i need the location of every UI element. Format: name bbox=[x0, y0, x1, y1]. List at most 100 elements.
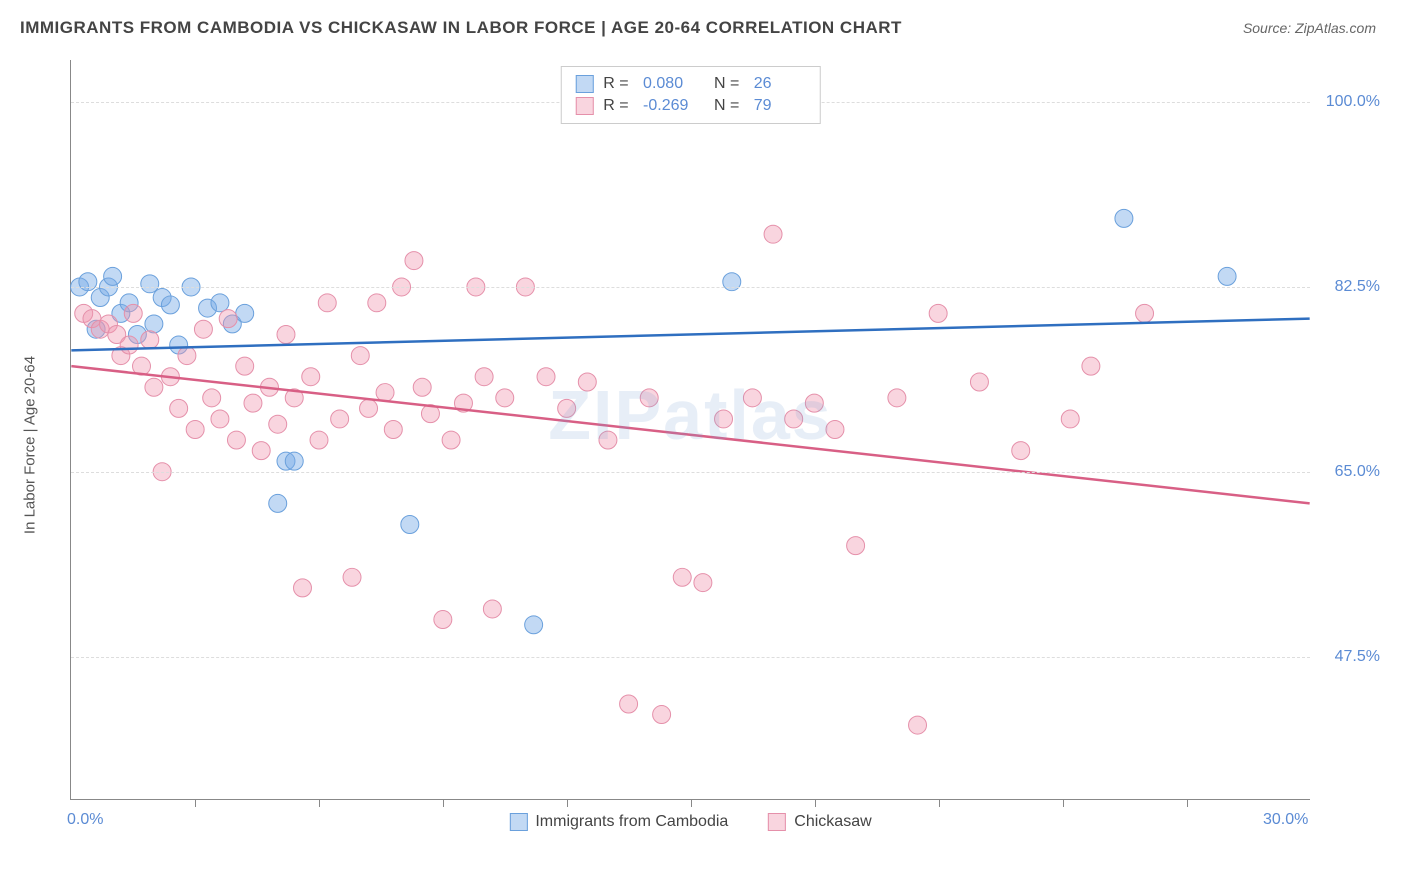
data-point-chickasaw bbox=[1136, 304, 1154, 322]
stats-row-chickasaw: R = -0.269 N = 79 bbox=[575, 95, 805, 117]
data-point-chickasaw bbox=[483, 600, 501, 618]
data-point-chickasaw bbox=[826, 421, 844, 439]
data-point-chickasaw bbox=[888, 389, 906, 407]
data-point-chickasaw bbox=[294, 579, 312, 597]
data-point-chickasaw bbox=[145, 378, 163, 396]
data-point-chickasaw bbox=[599, 431, 617, 449]
trend-line-chickasaw bbox=[71, 366, 1309, 503]
data-point-chickasaw bbox=[351, 347, 369, 365]
swatch-cambodia bbox=[575, 75, 593, 93]
xtick bbox=[1187, 799, 1188, 807]
data-point-chickasaw bbox=[236, 357, 254, 375]
data-point-chickasaw bbox=[929, 304, 947, 322]
data-point-chickasaw bbox=[318, 294, 336, 312]
data-point-chickasaw bbox=[715, 410, 733, 428]
data-point-cambodia bbox=[211, 294, 229, 312]
data-point-chickasaw bbox=[743, 389, 761, 407]
data-point-chickasaw bbox=[331, 410, 349, 428]
data-point-chickasaw bbox=[673, 568, 691, 586]
ytick-label: 100.0% bbox=[1320, 93, 1380, 111]
data-point-cambodia bbox=[1115, 209, 1133, 227]
legend-label-chickasaw: Chickasaw bbox=[794, 813, 871, 831]
chart-container: In Labor Force | Age 20-64 ZIPatlas R = … bbox=[50, 60, 1370, 830]
data-point-chickasaw bbox=[211, 410, 229, 428]
stats-row-cambodia: R = 0.080 N = 26 bbox=[575, 73, 805, 95]
data-point-chickasaw bbox=[558, 399, 576, 417]
data-point-chickasaw bbox=[1012, 442, 1030, 460]
data-point-chickasaw bbox=[120, 336, 138, 354]
data-point-chickasaw bbox=[909, 716, 927, 734]
data-point-chickasaw bbox=[343, 568, 361, 586]
data-point-chickasaw bbox=[970, 373, 988, 391]
r-label: R = bbox=[603, 97, 633, 115]
swatch-chickasaw bbox=[575, 97, 593, 115]
n-value-chickasaw: 79 bbox=[754, 97, 806, 115]
scatter-svg bbox=[71, 60, 1310, 799]
data-point-chickasaw bbox=[384, 421, 402, 439]
data-point-cambodia bbox=[161, 296, 179, 314]
data-point-chickasaw bbox=[1061, 410, 1079, 428]
data-point-chickasaw bbox=[785, 410, 803, 428]
data-point-chickasaw bbox=[405, 252, 423, 270]
data-point-chickasaw bbox=[413, 378, 431, 396]
data-point-chickasaw bbox=[764, 225, 782, 243]
gridline-horizontal bbox=[71, 472, 1310, 473]
data-point-chickasaw bbox=[442, 431, 460, 449]
data-point-chickasaw bbox=[124, 304, 142, 322]
data-point-cambodia bbox=[145, 315, 163, 333]
swatch-cambodia bbox=[509, 813, 527, 831]
xtick bbox=[319, 799, 320, 807]
source-label: Source: bbox=[1243, 20, 1295, 36]
source-attribution: Source: ZipAtlas.com bbox=[1243, 20, 1376, 36]
data-point-chickasaw bbox=[805, 394, 823, 412]
data-point-cambodia bbox=[141, 275, 159, 293]
xtick bbox=[443, 799, 444, 807]
data-point-chickasaw bbox=[178, 347, 196, 365]
trend-line-cambodia bbox=[71, 319, 1309, 351]
data-point-cambodia bbox=[236, 304, 254, 322]
xtick-label: 30.0% bbox=[1263, 811, 1308, 829]
data-point-chickasaw bbox=[847, 537, 865, 555]
data-point-chickasaw bbox=[620, 695, 638, 713]
legend-item-chickasaw: Chickasaw bbox=[768, 813, 871, 831]
legend-label-cambodia: Immigrants from Cambodia bbox=[535, 813, 728, 831]
xtick bbox=[691, 799, 692, 807]
gridline-horizontal bbox=[71, 657, 1310, 658]
data-point-chickasaw bbox=[186, 421, 204, 439]
data-point-chickasaw bbox=[496, 389, 514, 407]
data-point-cambodia bbox=[104, 267, 122, 285]
data-point-chickasaw bbox=[170, 399, 188, 417]
data-point-chickasaw bbox=[269, 415, 287, 433]
data-point-chickasaw bbox=[1082, 357, 1100, 375]
data-point-chickasaw bbox=[475, 368, 493, 386]
xtick bbox=[939, 799, 940, 807]
data-point-chickasaw bbox=[434, 611, 452, 629]
data-point-cambodia bbox=[269, 494, 287, 512]
n-value-cambodia: 26 bbox=[754, 75, 806, 93]
y-axis-label: In Labor Force | Age 20-64 bbox=[22, 356, 39, 534]
source-value: ZipAtlas.com bbox=[1295, 20, 1376, 36]
xtick bbox=[1063, 799, 1064, 807]
data-point-chickasaw bbox=[310, 431, 328, 449]
data-point-cambodia bbox=[285, 452, 303, 470]
xtick-label: 0.0% bbox=[67, 811, 103, 829]
data-point-chickasaw bbox=[219, 310, 237, 328]
r-value-cambodia: 0.080 bbox=[643, 75, 695, 93]
data-point-chickasaw bbox=[244, 394, 262, 412]
r-value-chickasaw: -0.269 bbox=[643, 97, 695, 115]
n-label: N = bbox=[705, 75, 744, 93]
data-point-chickasaw bbox=[227, 431, 245, 449]
data-point-cambodia bbox=[525, 616, 543, 634]
data-point-chickasaw bbox=[368, 294, 386, 312]
xtick bbox=[567, 799, 568, 807]
data-point-chickasaw bbox=[694, 574, 712, 592]
data-point-chickasaw bbox=[537, 368, 555, 386]
data-point-chickasaw bbox=[653, 706, 671, 724]
data-point-chickasaw bbox=[194, 320, 212, 338]
data-point-chickasaw bbox=[252, 442, 270, 460]
series-legend: Immigrants from Cambodia Chickasaw bbox=[509, 813, 871, 831]
data-point-chickasaw bbox=[376, 384, 394, 402]
xtick bbox=[815, 799, 816, 807]
gridline-horizontal bbox=[71, 287, 1310, 288]
ytick-label: 47.5% bbox=[1320, 648, 1380, 666]
